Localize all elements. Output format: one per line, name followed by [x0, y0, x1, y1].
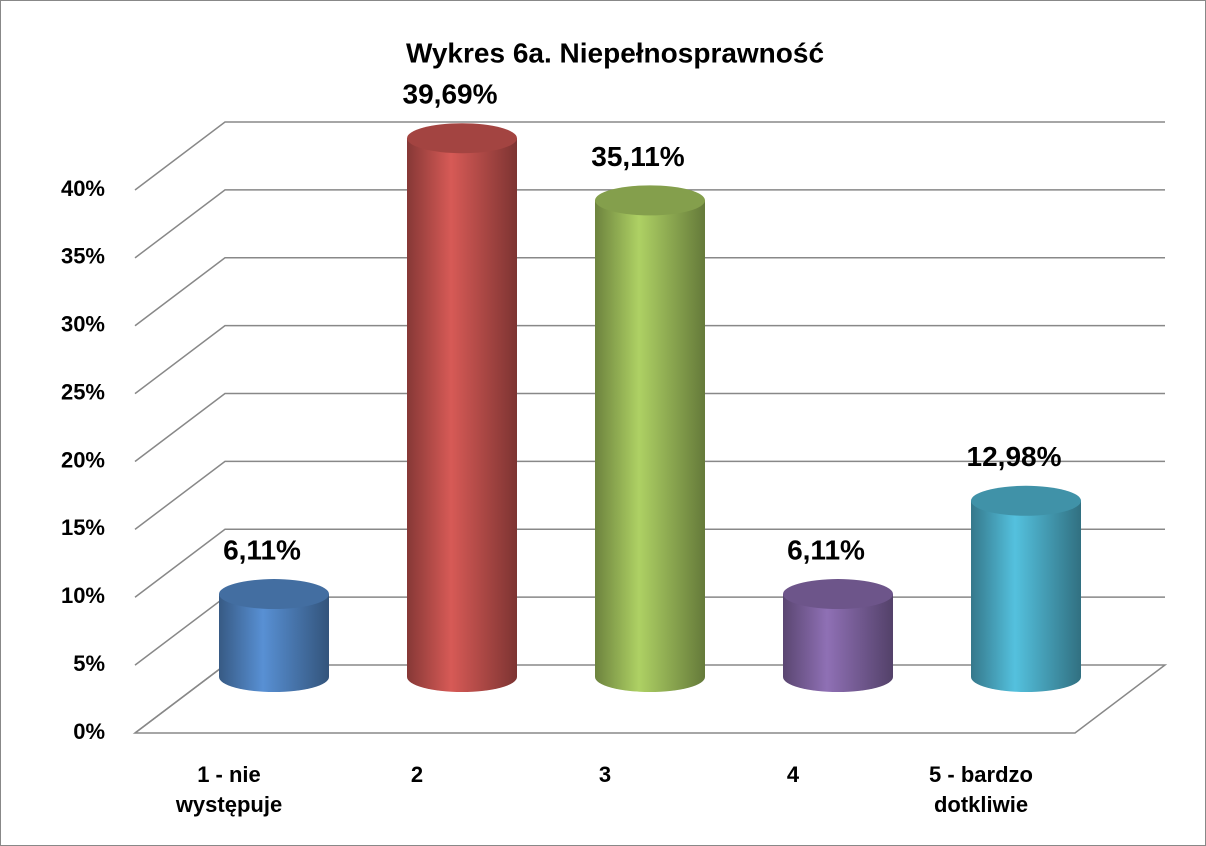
y-tick-label: 15% — [61, 515, 105, 540]
y-tick-label: 10% — [61, 583, 105, 608]
x-tick-label: 2 — [410, 762, 424, 787]
y-tick-label: 35% — [61, 244, 105, 269]
bar — [971, 500, 1081, 692]
y-tick-label: 30% — [61, 312, 105, 337]
bar-top — [783, 579, 893, 610]
data-label: 6,11% — [787, 534, 865, 565]
chart-title: Wykres 6a. Niepełnosprawność — [406, 37, 824, 68]
grid-line — [134, 257, 1165, 327]
bar-top — [595, 185, 705, 216]
y-tick-label: 5% — [73, 651, 105, 676]
grid-line — [134, 460, 1165, 530]
bar-top — [407, 123, 517, 154]
x-tick-label: 5 - bardzo dotkliwie — [929, 762, 1033, 817]
y-tick-label: 25% — [61, 379, 105, 404]
grid-line — [134, 392, 1165, 463]
grid-line — [134, 121, 1165, 191]
y-tick-label: 20% — [61, 447, 105, 472]
y-tick-label: 40% — [61, 176, 105, 201]
bar-top — [971, 485, 1081, 516]
grid-line — [134, 324, 1165, 395]
x-tick-label: 4 — [786, 762, 800, 787]
bar — [595, 200, 705, 692]
data-label: 6,11% — [223, 534, 301, 565]
bar — [407, 138, 517, 692]
bar — [783, 594, 893, 692]
data-label: 12,98% — [967, 441, 1062, 472]
x-tick-label: 3 — [598, 762, 612, 787]
bar — [219, 594, 329, 692]
data-label: 35,11% — [591, 141, 685, 172]
grid-line — [134, 189, 1165, 259]
data-label: 39,69% — [403, 79, 498, 110]
bar-top — [219, 579, 329, 610]
y-tick-label: 0% — [73, 719, 105, 744]
x-tick-label: 1 - nie występuje — [175, 762, 283, 817]
tick-mark — [134, 664, 226, 734]
grid-line — [134, 528, 1165, 598]
